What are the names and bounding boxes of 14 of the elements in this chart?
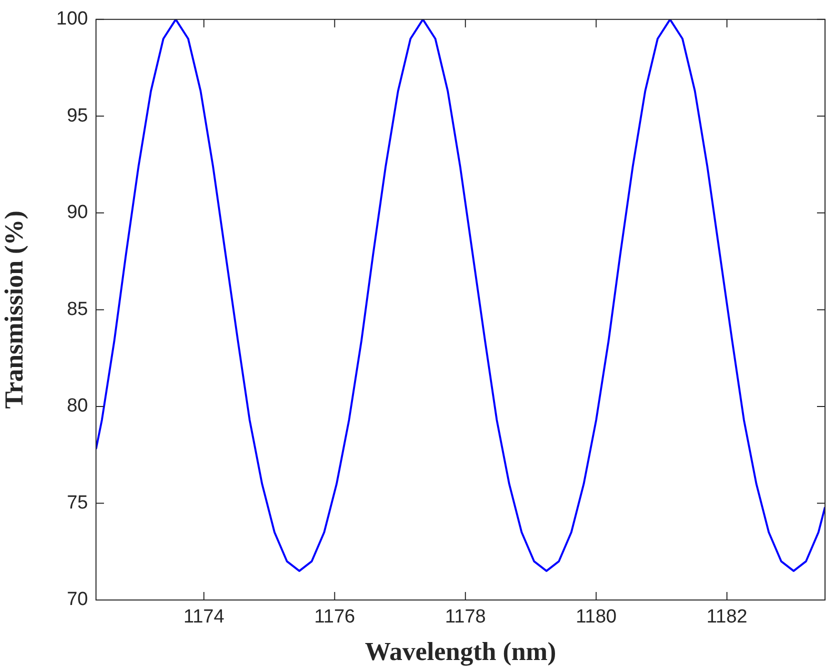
y-tick-label: 70: [66, 589, 88, 610]
y-tick-label: 85: [66, 298, 88, 320]
y-tick-label: 80: [66, 396, 88, 417]
x-tick-label: 1182: [706, 606, 748, 628]
x-tick-label: 1176: [314, 606, 356, 628]
x-axis-title: Wavelength (nm): [364, 637, 556, 666]
y-tick-label: 90: [66, 202, 88, 224]
y-tick-label: 100: [56, 8, 88, 30]
x-tick-label: 1174: [183, 606, 225, 628]
x-tick-label: 1180: [576, 606, 617, 628]
x-tick-label: 1178: [444, 606, 486, 628]
y-axis-title: Transmission (%): [0, 210, 28, 409]
y-tick-label: 75: [66, 492, 88, 514]
y-tick-label: 95: [66, 105, 88, 126]
